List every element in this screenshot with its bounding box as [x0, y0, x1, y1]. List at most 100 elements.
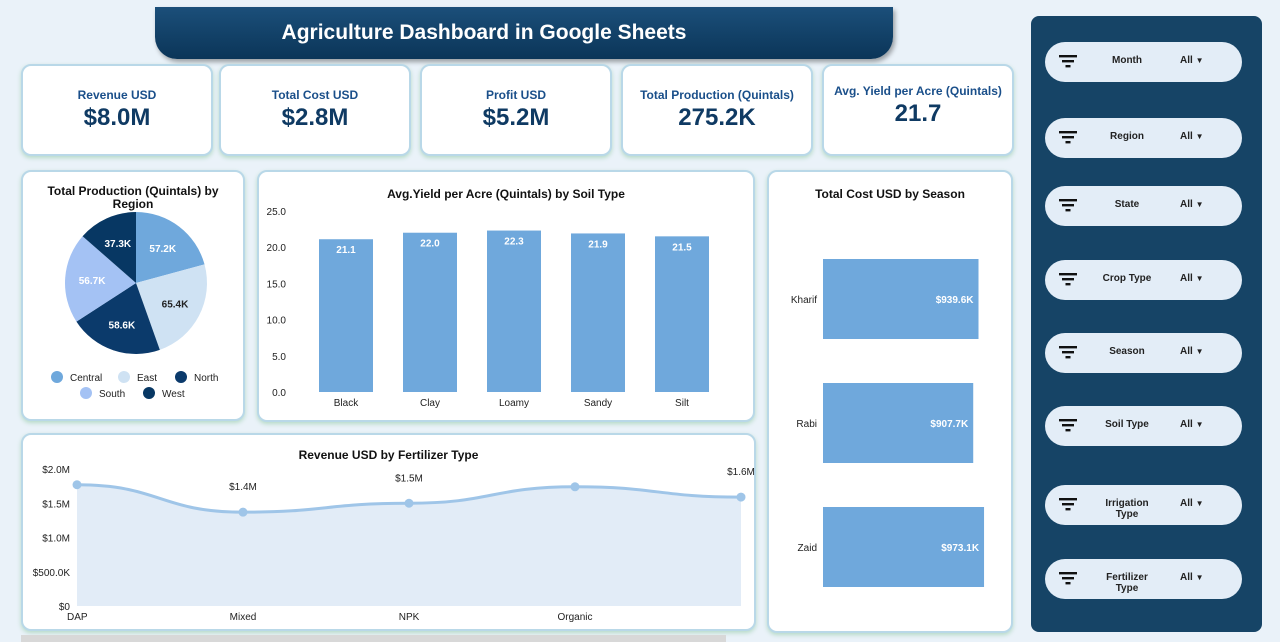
caret-down-icon: ▼ — [1195, 499, 1204, 508]
filter-label: Irrigation Type — [1105, 498, 1149, 520]
caret-down-icon: ▼ — [1195, 200, 1204, 209]
filter-dropdown[interactable]: Crop Type All ▼ — [1045, 260, 1242, 300]
y-tick-label: 5.0 — [272, 352, 286, 363]
y-tick-label: $1.0M — [42, 534, 70, 545]
filter-icon — [1059, 498, 1077, 511]
filter-dropdown[interactable]: Region All ▼ — [1045, 118, 1242, 158]
legend-marker — [175, 371, 187, 383]
y-tick-label: $2.0M — [42, 465, 70, 476]
x-tick-label: Organic — [557, 612, 592, 623]
filter-value[interactable]: All ▼ — [1180, 199, 1204, 210]
pie-slice-label: 37.3K — [104, 239, 131, 250]
filter-dropdown[interactable]: State All ▼ — [1045, 186, 1242, 226]
filter-dropdown[interactable]: Month All ▼ — [1045, 42, 1242, 82]
bar — [403, 232, 457, 392]
x-tick-label: Silt — [675, 398, 689, 409]
fertilizer-chart-title: Revenue USD by Fertilizer Type — [298, 448, 479, 462]
data-label: $1.4M — [229, 482, 257, 493]
caret-down-icon: ▼ — [1195, 420, 1204, 429]
data-label: $1.6M — [727, 467, 755, 478]
bar-label: $973.1K — [941, 543, 980, 554]
bar-label: 22.3 — [504, 237, 524, 248]
x-tick-label: NPK — [399, 612, 420, 623]
pie-slice — [136, 264, 208, 350]
y-tick-label: 10.0 — [267, 316, 287, 327]
kpi-value: $2.8M — [281, 104, 349, 131]
filter-value[interactable]: All ▼ — [1180, 572, 1204, 583]
kpi-card: Total Cost USD $2.8M — [219, 64, 411, 156]
legend-label: North — [194, 373, 218, 384]
y-tick-label: Rabi — [796, 419, 817, 430]
pie-slice — [82, 212, 136, 283]
filter-value[interactable]: All ▼ — [1180, 498, 1204, 509]
data-label: $1.5M — [395, 473, 423, 484]
kpi-label: Revenue USD — [77, 88, 157, 102]
y-tick-label: 0.0 — [272, 388, 286, 399]
filter-dropdown[interactable]: Season All ▼ — [1045, 333, 1242, 373]
season-chart-title: Total Cost USD by Season — [815, 187, 965, 201]
y-tick-label: 20.0 — [267, 243, 287, 254]
filter-icon — [1059, 131, 1077, 144]
kpi-card: Avg. Yield per Acre (Quintals) 21.7 — [822, 64, 1014, 156]
bar-label: $907.7K — [930, 419, 969, 430]
bar — [319, 239, 373, 392]
filter-value[interactable]: All ▼ — [1180, 131, 1204, 142]
caret-down-icon: ▼ — [1195, 56, 1204, 65]
filter-label: Region — [1110, 131, 1144, 142]
legend-marker — [80, 387, 92, 399]
bar — [487, 230, 541, 392]
bar — [823, 259, 979, 339]
filter-icon — [1059, 419, 1077, 432]
legend-marker — [118, 371, 130, 383]
kpi-card: Revenue USD $8.0M — [21, 64, 213, 156]
filter-icon — [1059, 199, 1077, 212]
filter-value[interactable]: All ▼ — [1180, 346, 1204, 357]
filter-value[interactable]: All ▼ — [1180, 55, 1204, 66]
y-tick-label: Zaid — [798, 543, 817, 554]
horizontal-scrollbar[interactable] — [21, 635, 726, 642]
caret-down-icon: ▼ — [1195, 274, 1204, 283]
data-point — [404, 498, 414, 508]
filter-value[interactable]: All ▼ — [1180, 419, 1204, 430]
legend-marker — [143, 387, 155, 399]
legend-label: South — [99, 389, 125, 400]
legend-marker — [51, 371, 63, 383]
season-bar-chart: $939.6K Kharif $907.7K Rabi $973.1K Zaid — [791, 259, 985, 587]
y-tick-label: Kharif — [791, 295, 817, 306]
fertilizer-area-chart: $0 $500.0K $1.0M $1.5M $2.0M DAP $1.4M Mixed $1.… — [33, 465, 755, 623]
y-tick-label: 25.0 — [267, 207, 287, 218]
filter-icon — [1059, 572, 1077, 585]
kpi-value: $8.0M — [83, 104, 151, 131]
legend-label: West — [162, 389, 185, 400]
pie-chart: 57.2K 65.4K 58.6K 56.7K 37.3K Central East Nort… — [51, 212, 218, 400]
x-tick-label: DAP — [67, 612, 88, 623]
kpi-value: 21.7 — [894, 100, 942, 127]
filter-dropdown[interactable]: Fertilizer Type All ▼ — [1045, 559, 1242, 599]
filter-value[interactable]: All ▼ — [1180, 273, 1204, 284]
kpi-card: Profit USD $5.2M — [420, 64, 612, 156]
bar-label: $939.6K — [936, 295, 975, 306]
filter-label: Soil Type — [1105, 419, 1149, 430]
filter-dropdown[interactable]: Soil Type All ▼ — [1045, 406, 1242, 446]
bar-label: 21.5 — [672, 242, 692, 253]
caret-down-icon: ▼ — [1195, 132, 1204, 141]
pie-chart-title: Total Production (Quintals) by Region — [47, 184, 219, 211]
pie-slice-label: 58.6K — [109, 321, 136, 332]
filter-label: Crop Type — [1102, 273, 1152, 284]
filter-label: Fertilizer Type — [1106, 572, 1148, 594]
fertilizer-area-chart-card: Revenue USD by Fertilizer Type $0 $500.0K… — [21, 433, 756, 631]
kpi-label: Total Cost USD — [271, 88, 359, 102]
filter-label: Season — [1109, 346, 1145, 357]
pie-slice — [65, 236, 136, 322]
pie-slice — [136, 212, 205, 283]
pie-chart-card: Total Production (Quintals) by Region 57… — [21, 170, 245, 421]
x-tick-label: Mixed — [230, 612, 257, 623]
filter-dropdown[interactable]: Irrigation Type All ▼ — [1045, 485, 1242, 525]
filter-icon — [1059, 273, 1077, 286]
x-tick-label: Black — [334, 398, 359, 409]
bar — [655, 236, 709, 392]
kpi-label: Total Production (Quintals) — [640, 88, 794, 102]
x-tick-label: Clay — [420, 398, 440, 409]
kpi-label: Avg. Yield per Acre (Quintals) — [834, 84, 1002, 98]
bar-label: 22.0 — [420, 239, 440, 250]
